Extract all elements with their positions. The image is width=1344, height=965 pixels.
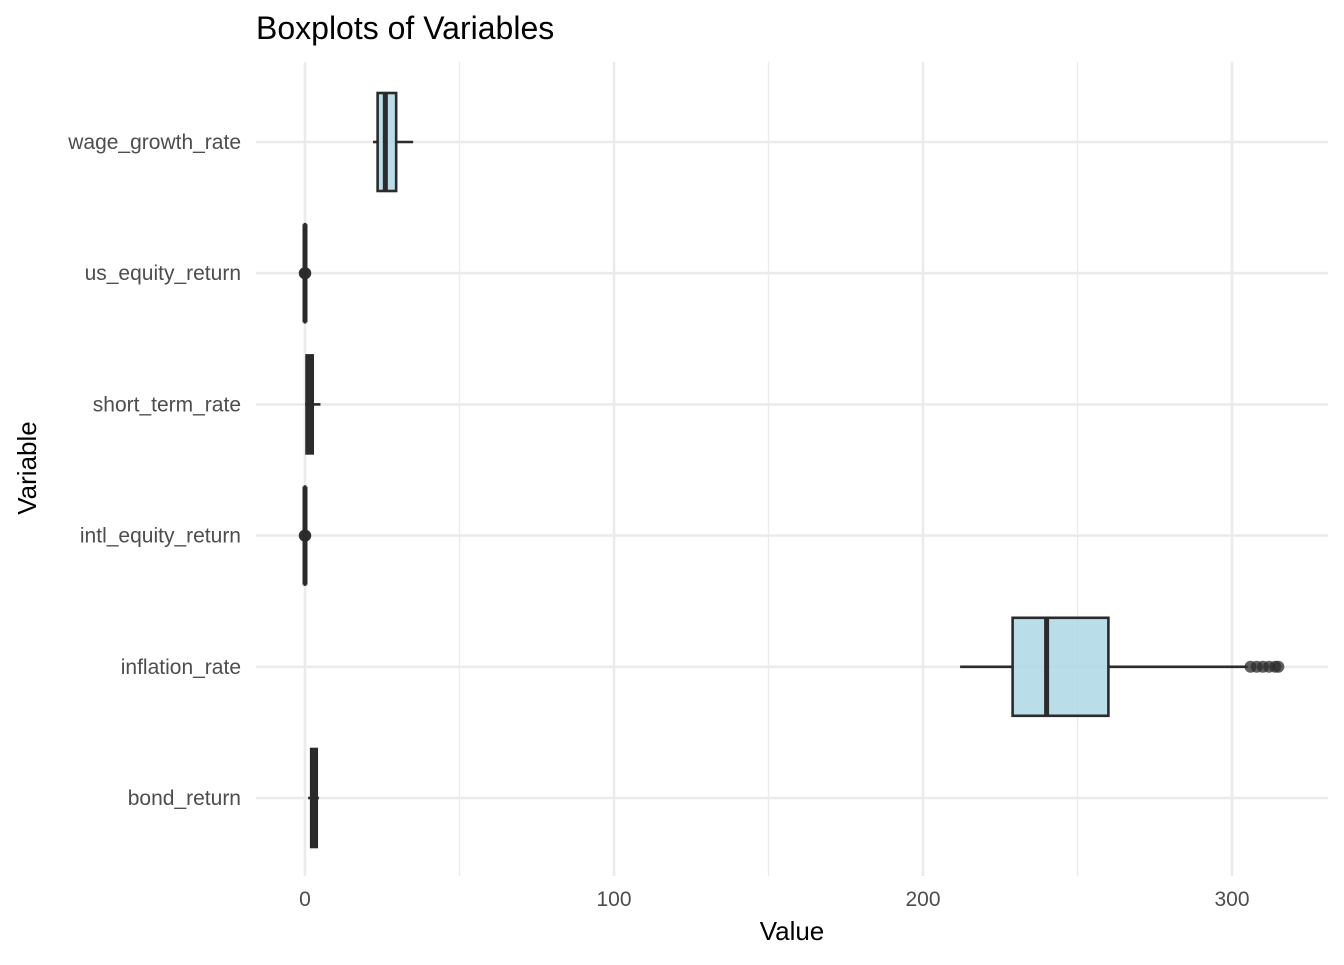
x-tick-label: 0 bbox=[299, 888, 311, 911]
chart-title: Boxplots of Variables bbox=[256, 10, 554, 46]
box-layer bbox=[299, 93, 1285, 847]
y-tick-label: inflation_rate bbox=[121, 656, 241, 679]
label-layer: 0 100 200 300 wage_growth_rate us_equity_retu… bbox=[67, 131, 1249, 911]
x-tick-label: 300 bbox=[1214, 888, 1249, 911]
box-short_term_rate bbox=[305, 355, 320, 453]
y-tick-label: intl_equity_return bbox=[80, 525, 241, 548]
box-bond_return bbox=[308, 749, 319, 847]
x-tick-label: 200 bbox=[905, 888, 940, 911]
outlier-point bbox=[299, 530, 311, 542]
box-intl_equity_return bbox=[299, 487, 312, 585]
box-us_equity_return bbox=[299, 224, 312, 322]
x-tick-label: 100 bbox=[596, 888, 631, 911]
y-tick-label: short_term_rate bbox=[93, 393, 241, 416]
box-wage_growth_rate bbox=[373, 93, 413, 191]
box-inflation_rate bbox=[960, 618, 1284, 716]
y-tick-label: us_equity_return bbox=[85, 262, 241, 285]
y-tick-label: wage_growth_rate bbox=[67, 131, 241, 154]
outlier-point bbox=[299, 267, 311, 279]
box-body bbox=[1013, 618, 1109, 716]
y-tick-label: bond_return bbox=[128, 787, 241, 810]
outlier-point bbox=[1272, 661, 1284, 673]
x-axis-title: Value bbox=[760, 916, 825, 946]
y-axis-title: Variable bbox=[12, 421, 42, 514]
grid-layer bbox=[256, 62, 1328, 876]
